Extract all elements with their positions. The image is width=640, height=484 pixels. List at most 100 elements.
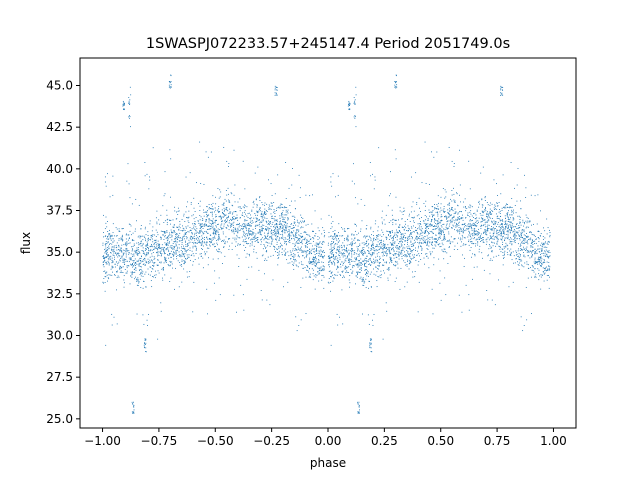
data-point [105, 249, 107, 251]
data-point [316, 245, 318, 247]
data-point [253, 203, 255, 205]
data-point [305, 256, 307, 258]
data-point [375, 239, 377, 241]
data-point [356, 234, 358, 236]
data-point [435, 228, 436, 230]
data-point [135, 265, 137, 266]
data-point [140, 271, 142, 273]
data-point [473, 266, 475, 268]
data-point [319, 251, 321, 253]
data-point [329, 257, 331, 259]
data-point [388, 231, 390, 232]
data-point [519, 259, 520, 261]
data-point [286, 226, 288, 228]
data-point [299, 250, 301, 252]
data-point [334, 234, 335, 235]
data-point [298, 262, 300, 264]
data-point [482, 214, 484, 216]
data-point [451, 209, 453, 211]
data-point [382, 259, 384, 261]
data-point [226, 194, 228, 196]
data-point [148, 237, 149, 239]
data-point [274, 210, 276, 212]
data-point [395, 223, 397, 225]
data-point [295, 264, 297, 266]
data-point [480, 214, 482, 216]
data-point [112, 232, 114, 234]
data-point [478, 202, 480, 203]
data-point [295, 235, 297, 237]
data-point [304, 221, 305, 223]
data-point [392, 246, 394, 248]
data-point [264, 211, 266, 213]
data-point [175, 233, 177, 235]
data-point [285, 244, 287, 246]
data-point [517, 250, 519, 252]
data-point [143, 235, 145, 237]
data-point [342, 256, 344, 258]
data-point [208, 257, 209, 259]
data-point [328, 256, 330, 258]
data-point [346, 247, 347, 249]
data-point [480, 225, 482, 227]
data-point [102, 242, 104, 244]
data-point [507, 207, 509, 208]
data-point [444, 236, 446, 238]
data-point [132, 256, 133, 257]
data-point [128, 238, 130, 240]
data-point [400, 250, 402, 252]
data-point [159, 243, 160, 245]
data-point [353, 242, 355, 244]
data-point [441, 234, 442, 236]
data-point [390, 259, 392, 261]
data-point [541, 264, 543, 266]
data-point [169, 149, 171, 151]
data-point [264, 238, 266, 240]
data-point [281, 212, 283, 214]
data-point [544, 246, 546, 248]
data-point [312, 256, 314, 258]
data-point [514, 226, 516, 228]
data-point [473, 230, 475, 232]
data-point [248, 212, 250, 214]
data-point [462, 232, 464, 234]
data-point [153, 265, 155, 267]
data-point [138, 259, 140, 261]
data-point [340, 252, 342, 254]
data-point [490, 236, 492, 238]
data-point [262, 254, 264, 256]
data-point [296, 232, 298, 234]
data-point [282, 227, 284, 229]
data-point [510, 254, 512, 256]
data-point [143, 251, 144, 253]
data-point [527, 267, 529, 269]
data-point [483, 232, 485, 234]
data-point [337, 194, 339, 196]
data-point [491, 221, 493, 223]
data-point [416, 202, 418, 203]
data-point [447, 216, 449, 218]
data-point [445, 226, 447, 228]
data-point [242, 241, 244, 243]
data-point [261, 230, 262, 232]
data-point [536, 261, 538, 263]
data-point [245, 227, 247, 229]
data-point [462, 231, 464, 233]
data-point [360, 198, 362, 200]
data-point [263, 239, 265, 241]
data-point [227, 225, 229, 227]
data-point [535, 242, 537, 244]
data-point [218, 211, 220, 213]
data-point [256, 221, 258, 222]
data-point [220, 224, 222, 226]
data-point [361, 263, 363, 265]
data-point [260, 221, 262, 223]
data-point [139, 270, 140, 272]
data-point [175, 234, 177, 236]
data-point [308, 261, 310, 263]
data-point [113, 240, 115, 242]
data-point [338, 254, 339, 256]
data-point [279, 207, 281, 209]
data-point [547, 269, 549, 271]
